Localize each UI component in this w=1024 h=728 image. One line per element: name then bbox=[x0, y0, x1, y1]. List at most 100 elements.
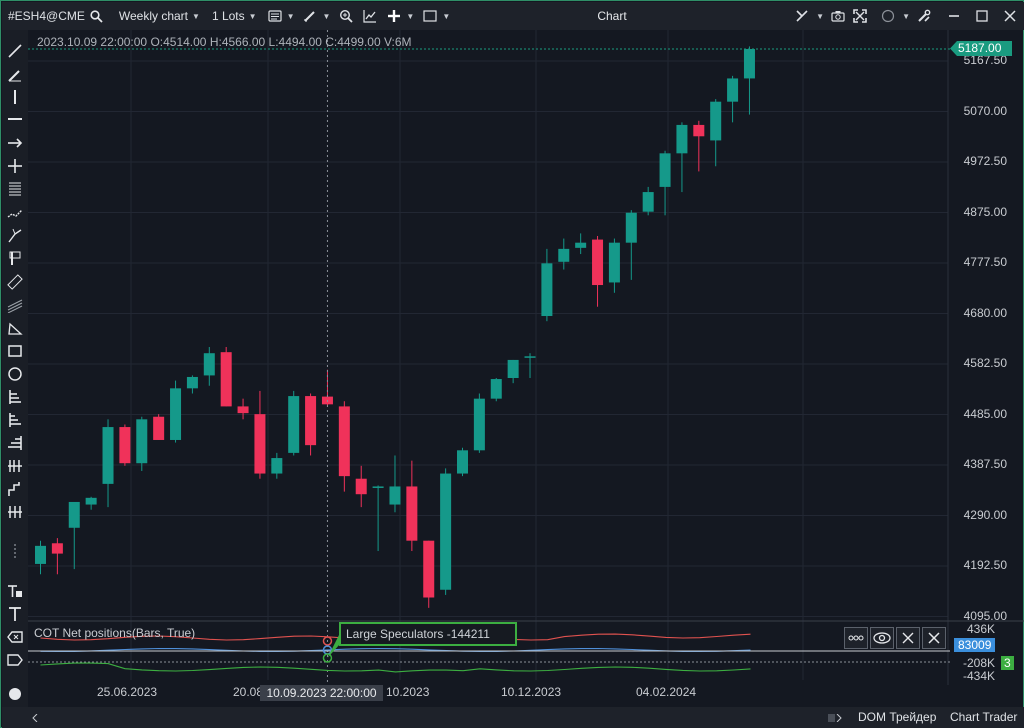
candle bbox=[35, 540, 46, 575]
candle bbox=[51, 538, 63, 575]
horizontal-line-icon[interactable] bbox=[6, 110, 24, 128]
candle-body bbox=[625, 212, 637, 243]
close-icon[interactable] bbox=[1002, 8, 1018, 24]
fib-time-icon[interactable] bbox=[6, 457, 24, 475]
last-price-tag: 5187.00 bbox=[950, 41, 1012, 56]
list-button[interactable]: ▼ bbox=[263, 2, 299, 30]
drawing-tools-bar bbox=[2, 30, 28, 707]
more-icon[interactable] bbox=[844, 627, 868, 649]
camera-icon[interactable] bbox=[830, 8, 846, 24]
candle bbox=[541, 248, 553, 322]
chart-trader-tab[interactable]: Chart Trader bbox=[950, 710, 1018, 724]
candle bbox=[625, 210, 637, 280]
lots-label: 1 Lots bbox=[211, 9, 245, 23]
cross-tool-icon[interactable] bbox=[6, 157, 24, 175]
triangle-icon[interactable] bbox=[6, 319, 24, 337]
arrow-icon[interactable] bbox=[6, 134, 24, 152]
trend-icon[interactable] bbox=[6, 204, 24, 222]
flag-icon[interactable] bbox=[6, 249, 24, 267]
dom-trader-tab[interactable]: DOM Трейдер bbox=[858, 710, 937, 724]
candle-body bbox=[524, 356, 536, 358]
levels-icon[interactable] bbox=[6, 180, 24, 198]
indicators-button[interactable] bbox=[358, 2, 382, 30]
candle-body bbox=[220, 352, 232, 407]
fib-extension-icon[interactable] bbox=[6, 411, 24, 429]
line-tool-icon[interactable] bbox=[6, 42, 24, 60]
candle-body bbox=[102, 427, 114, 484]
symbol-selector[interactable]: #ESH4@CME bbox=[2, 2, 109, 30]
candle bbox=[406, 460, 418, 552]
zoom-icon bbox=[338, 8, 354, 24]
label-icon[interactable] bbox=[6, 628, 24, 646]
rectangle-icon[interactable] bbox=[6, 342, 24, 360]
search-icon[interactable] bbox=[89, 8, 105, 24]
candle-body bbox=[507, 359, 519, 378]
wrench-icon[interactable] bbox=[916, 8, 932, 24]
price-axis-label: 4485.00 bbox=[963, 406, 1007, 421]
collapse-icon[interactable] bbox=[896, 627, 920, 649]
chevron-down-icon: ▼ bbox=[322, 11, 331, 21]
minimize-icon[interactable] bbox=[946, 8, 962, 24]
candle bbox=[676, 122, 688, 193]
candle-body bbox=[271, 458, 283, 474]
candle-body bbox=[575, 242, 587, 248]
gann-icon[interactable] bbox=[6, 480, 24, 498]
pencil-tool-icon[interactable] bbox=[6, 66, 24, 84]
candle bbox=[203, 347, 215, 386]
drawing-button[interactable]: ▼ bbox=[298, 2, 334, 30]
indicator-scale-mid: -208K bbox=[962, 656, 995, 670]
text-icon[interactable] bbox=[6, 605, 24, 623]
candlestick-chart[interactable] bbox=[28, 30, 1024, 707]
channel-icon[interactable] bbox=[6, 296, 24, 314]
maximize-icon[interactable] bbox=[974, 8, 990, 24]
eye-icon[interactable] bbox=[870, 627, 894, 649]
pencil-icon bbox=[302, 8, 318, 24]
tools-icon[interactable] bbox=[794, 8, 810, 24]
chevron-down-icon: ▼ bbox=[286, 11, 295, 21]
ellipse-icon[interactable] bbox=[6, 365, 24, 383]
settings-dot-icon[interactable] bbox=[6, 685, 24, 703]
candle bbox=[153, 414, 165, 440]
candle-body bbox=[237, 406, 249, 414]
fib-fan-icon[interactable] bbox=[6, 434, 24, 452]
candle bbox=[186, 375, 198, 394]
candle bbox=[237, 398, 249, 420]
chart-scrollbar[interactable] bbox=[32, 714, 842, 722]
candles-group bbox=[35, 46, 755, 608]
window-button[interactable]: ▼ bbox=[418, 2, 454, 30]
crosshair-button[interactable]: ▼ bbox=[382, 2, 418, 30]
indicator-name[interactable]: COT Net positions(Bars, True) bbox=[34, 626, 196, 640]
text-tool-icon[interactable] bbox=[6, 582, 24, 600]
candle bbox=[170, 380, 182, 443]
chevron-down-icon: ▼ bbox=[442, 11, 451, 21]
speculators-marker bbox=[322, 653, 333, 663]
price-axis-label: 4680.00 bbox=[963, 305, 1007, 320]
close-icon[interactable] bbox=[922, 627, 946, 649]
lots-dropdown[interactable]: 1 Lots ▼ bbox=[208, 2, 261, 30]
candle-body bbox=[355, 478, 367, 495]
ruler-icon[interactable] bbox=[6, 273, 24, 291]
pitchfork-icon[interactable] bbox=[6, 227, 24, 245]
chart-type-dropdown[interactable]: Weekly chart ▼ bbox=[115, 2, 204, 30]
candle-body bbox=[203, 353, 215, 376]
fib-icon[interactable] bbox=[6, 388, 24, 406]
cycle-icon[interactable] bbox=[6, 503, 24, 521]
expand-icon[interactable] bbox=[852, 8, 868, 24]
candle bbox=[473, 393, 485, 453]
candle-body bbox=[457, 450, 468, 474]
candle-body bbox=[119, 427, 131, 464]
candle bbox=[305, 393, 317, 456]
candle bbox=[389, 455, 401, 513]
zoom-button[interactable] bbox=[334, 2, 358, 30]
circle-icon[interactable] bbox=[880, 8, 896, 24]
candle bbox=[457, 447, 468, 477]
chevron-down-icon[interactable]: ▼ bbox=[816, 11, 825, 21]
chevron-down-icon: ▼ bbox=[192, 11, 200, 21]
chevron-down-icon[interactable]: ▼ bbox=[902, 11, 910, 21]
candle-body bbox=[592, 239, 604, 286]
tag-icon[interactable] bbox=[6, 651, 24, 669]
commercial-marker bbox=[322, 636, 333, 646]
vertical-line-icon[interactable] bbox=[6, 88, 24, 106]
small-speculators-line bbox=[40, 647, 751, 653]
indicator-scale-top: 436K bbox=[966, 622, 995, 636]
